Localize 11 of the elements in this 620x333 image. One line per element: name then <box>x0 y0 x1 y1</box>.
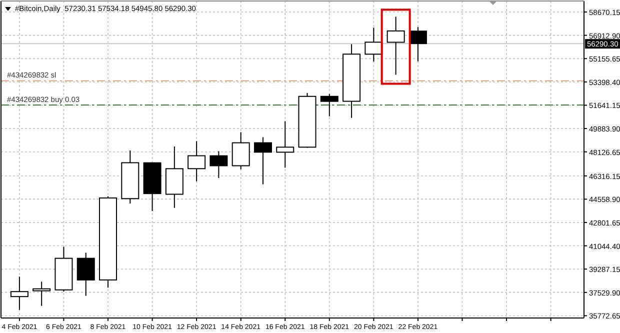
candlestick <box>32 281 51 306</box>
candlestick <box>210 150 228 179</box>
candlestick <box>386 16 405 76</box>
candlestick <box>276 120 294 168</box>
candlestick <box>188 140 206 182</box>
candlestick <box>232 132 250 170</box>
candlestick <box>320 93 338 117</box>
candlestick <box>364 27 383 62</box>
candlestick <box>254 136 272 185</box>
candlestick <box>10 276 28 310</box>
candlestick <box>76 252 95 296</box>
